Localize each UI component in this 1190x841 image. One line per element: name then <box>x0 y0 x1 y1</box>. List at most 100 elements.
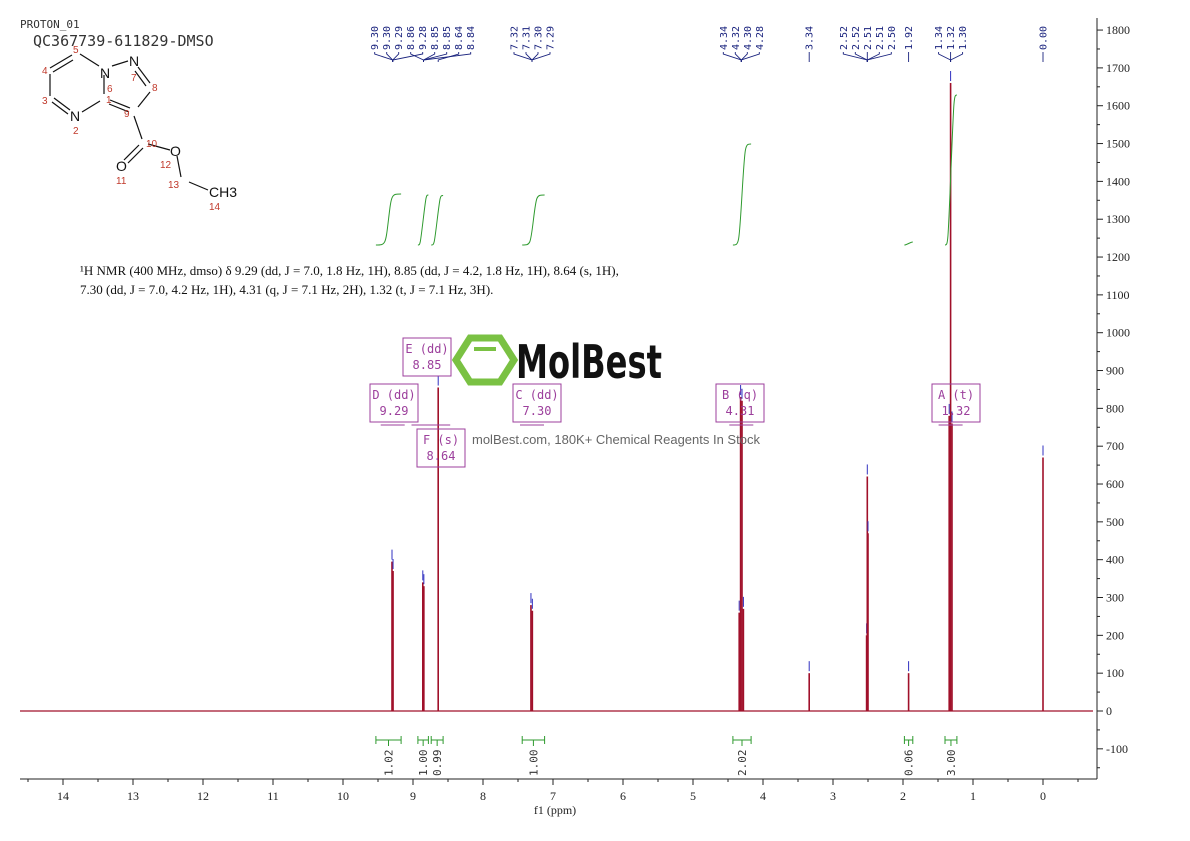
x-tick-label: 4 <box>760 789 766 803</box>
y-tick-label: 300 <box>1106 591 1124 605</box>
integral-value: 3.00 <box>945 750 958 777</box>
atom-number: 9 <box>124 109 130 120</box>
integral-curve <box>431 195 444 246</box>
peak-label: 4.34 <box>719 26 730 50</box>
integral-value: 0.06 <box>903 750 916 777</box>
peak-label-connector <box>531 52 551 62</box>
x-tick-label: 6 <box>620 789 626 803</box>
atom-ch3: CH3 <box>209 184 237 200</box>
atom-number: 10 <box>146 139 158 150</box>
peak-label: 4.30 <box>743 26 754 50</box>
atom-n6: N <box>100 65 110 81</box>
y-tick-label: 1200 <box>1106 250 1130 264</box>
multiplet-label: F (s) <box>423 433 459 447</box>
y-tick-label: 400 <box>1106 553 1124 567</box>
x-tick-label: 5 <box>690 789 696 803</box>
multiplet-box <box>931 383 981 423</box>
integral-curve <box>522 194 545 246</box>
multiplet-shift: 1.32 <box>942 404 971 418</box>
multiplet-label: A (t) <box>938 388 974 402</box>
peak-label: 3.34 <box>805 26 816 50</box>
peak-label: 7.32 <box>510 26 521 50</box>
peak-label-connector <box>525 52 533 62</box>
x-tick-label: 12 <box>197 789 209 803</box>
multiplet-shift: 8.64 <box>427 449 456 463</box>
integral-curve <box>375 193 402 246</box>
peak-label-connector <box>866 52 892 62</box>
y-tick-label: 700 <box>1106 439 1124 453</box>
multiplet-box <box>416 428 466 468</box>
integral-value: 1.00 <box>527 750 540 777</box>
multiplet-label: C (dd) <box>515 388 558 402</box>
peak-label-connector <box>386 52 394 62</box>
peak-label: 9.29 <box>394 26 405 50</box>
peak-label-connector <box>423 52 436 62</box>
peak-label-connector <box>392 52 400 62</box>
experiment-name: PROTON_01 <box>20 18 80 31</box>
y-tick-label: 1100 <box>1106 288 1130 302</box>
peak-label-connector <box>938 52 952 62</box>
atom-number: 4 <box>42 66 48 77</box>
y-tick-label: 900 <box>1106 364 1124 378</box>
peak-label-connector <box>740 52 760 62</box>
x-tick-label: 3 <box>830 789 836 803</box>
peak-label-connector <box>531 52 539 62</box>
peak-label: 2.52 <box>851 26 862 50</box>
peak-label-connector <box>423 52 472 62</box>
atom-n2: N <box>70 108 80 124</box>
x-tick-label: 8 <box>480 789 486 803</box>
x-tick-label: 7 <box>550 789 556 803</box>
peak-label: 8.64 <box>454 26 465 50</box>
multiplet-shift: 9.29 <box>380 404 409 418</box>
peak-label: 1.30 <box>958 26 969 50</box>
atom-number: 13 <box>168 180 180 191</box>
peak-label-connector <box>392 52 424 62</box>
x-tick-label: 13 <box>127 789 139 803</box>
peak-label-connector <box>950 52 964 62</box>
peak-label: 4.28 <box>755 26 766 50</box>
peak-label: 2.50 <box>887 26 898 50</box>
peak-label: 8.84 <box>466 26 477 50</box>
atom-n7: N <box>129 53 139 69</box>
y-tick-label: 500 <box>1106 515 1124 529</box>
y-tick-label: 1800 <box>1106 23 1130 37</box>
integral-value: 0.99 <box>431 750 444 777</box>
multiplet-shift: 8.85 <box>413 358 442 372</box>
atom-o12: O <box>170 143 181 159</box>
x-tick-label: 11 <box>267 789 279 803</box>
integral-curve <box>944 94 957 246</box>
x-axis-label: f1 (ppm) <box>534 803 576 817</box>
peak-label: 0.00 <box>1039 26 1050 50</box>
peak-label: 8.85 <box>430 26 441 50</box>
peak-label: 4.32 <box>731 26 742 50</box>
peak-label: 7.30 <box>534 26 545 50</box>
peak-label: 1.34 <box>934 26 945 50</box>
y-tick-label: 1700 <box>1106 61 1130 75</box>
y-tick-label: 200 <box>1106 628 1124 642</box>
y-tick-label: 1500 <box>1106 137 1130 151</box>
atom-o11: O <box>116 158 127 174</box>
multiplet-label: E (dd) <box>405 342 448 356</box>
integral-curve <box>732 143 752 246</box>
sample-name: QC367739-611829-DMSO <box>33 32 214 50</box>
nmr-description-line-1: ¹H NMR (400 MHz, dmso) δ 9.29 (dd, J = 7… <box>80 263 619 278</box>
y-tick-label: 1400 <box>1106 174 1130 188</box>
x-tick-label: 2 <box>900 789 906 803</box>
integral-value: 1.02 <box>383 750 396 777</box>
atom-number: 11 <box>116 176 127 187</box>
chemical-structure: N N N O O CH3 1 2 3 4 5 6 7 8 9 10 11 12… <box>42 45 237 213</box>
peak-label: 1.32 <box>946 26 957 50</box>
integral-value: 2.02 <box>736 750 749 777</box>
peak-label-connector <box>410 52 424 62</box>
peak-label: 2.52 <box>839 26 850 50</box>
atom-number: 8 <box>152 83 158 94</box>
peak-label: 9.28 <box>418 26 429 50</box>
y-tick-label: 600 <box>1106 477 1124 491</box>
multiplet-label: D (dd) <box>372 388 415 402</box>
atom-number: 1 <box>106 95 112 106</box>
peak-label: 9.30 <box>370 26 381 50</box>
x-tick-label: 9 <box>410 789 416 803</box>
x-tick-label: 10 <box>337 789 349 803</box>
multiplet-shift: 7.30 <box>523 404 552 418</box>
multiplet-box <box>402 337 452 377</box>
